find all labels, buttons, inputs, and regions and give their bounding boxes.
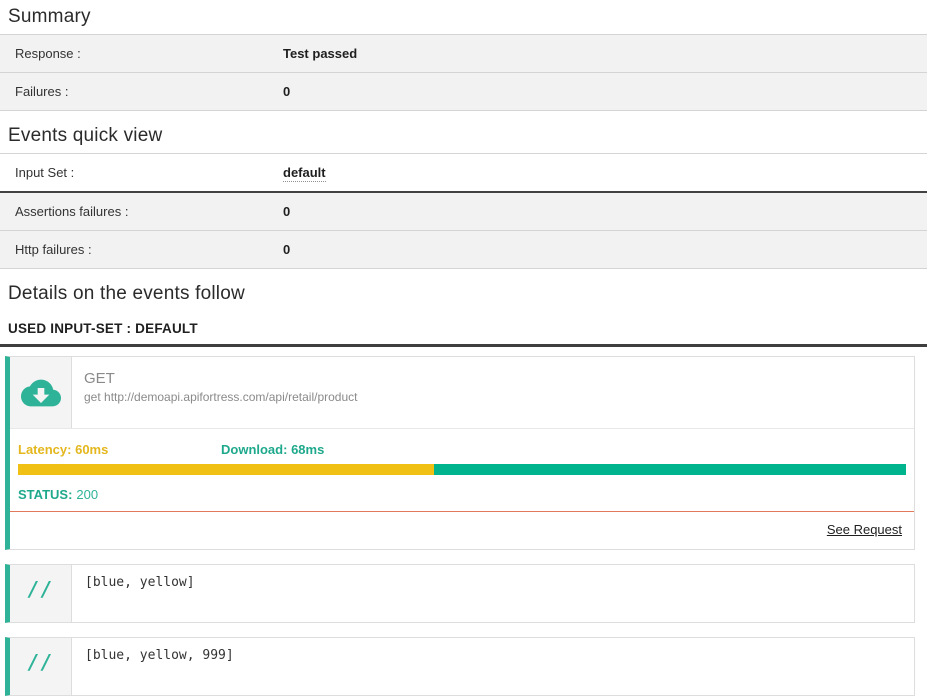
http-failures-label: Http failures : [15, 242, 92, 257]
status-line: STATUS: 200 [18, 487, 906, 502]
request-icon-cell [10, 357, 72, 428]
comment-icon-cell: // [10, 565, 72, 622]
download-label: Download: 68ms [221, 442, 325, 457]
status-value: 200 [76, 487, 99, 502]
assertions-failures-value: 0 [283, 204, 291, 219]
details-heading: Details on the events follow [8, 283, 245, 304]
latency-label: Latency: 60ms [18, 442, 109, 457]
latency-bar-fill [18, 464, 435, 475]
table-row: Http failures : 0 [0, 231, 927, 269]
comment-body: [blue, yellow] [72, 565, 914, 622]
request-info: GET get http://demoapi.apifortress.com/a… [72, 357, 357, 428]
response-value: Test passed [283, 46, 358, 61]
request-card-header: GET get http://demoapi.apifortress.com/a… [10, 357, 914, 429]
request-event-card: GET get http://demoapi.apifortress.com/a… [5, 356, 915, 550]
test-report-page: Summary Response : Test passed Failures … [0, 6, 927, 696]
comment-text: [blue, yellow] [85, 575, 195, 590]
input-set-row: Input Set : default [0, 154, 927, 193]
slashes-comment-icon: // [27, 650, 54, 674]
see-request-row: See Request [10, 511, 914, 549]
events-quick-view-heading: Events quick view [8, 125, 163, 146]
metric-labels: Latency: 60ms Download: 68ms [18, 442, 906, 457]
status-label: STATUS: [18, 487, 73, 502]
cloud-download-icon [20, 376, 61, 410]
request-metrics: Latency: 60ms Download: 68ms STATUS: 200 [10, 429, 914, 502]
table-row: Assertions failures : 0 [0, 193, 927, 231]
response-label: Response : [15, 46, 81, 61]
summary-heading: Summary [8, 6, 91, 27]
latency-value: 60ms [75, 442, 109, 457]
table-row: Failures : 0 [0, 73, 927, 111]
input-set-cell: default [283, 154, 326, 191]
request-method: GET [84, 370, 115, 387]
events-quick-view-table: Input Set : default Assertions failures … [0, 153, 927, 269]
download-value: 68ms [291, 442, 325, 457]
failures-value: 0 [283, 84, 291, 99]
comment-body: [blue, yellow, 999] [72, 638, 914, 695]
used-input-set-label: USED INPUT-SET : DEFAULT [8, 321, 198, 336]
download-bar-fill [434, 464, 906, 475]
request-url: get http://demoapi.apifortress.com/api/r… [84, 390, 358, 404]
section-divider [0, 344, 927, 347]
summary-table: Response : Test passed Failures : 0 [0, 34, 927, 111]
input-set-link[interactable]: default [283, 165, 326, 182]
http-failures-value: 0 [283, 242, 291, 257]
comment-icon-cell: // [10, 638, 72, 695]
slashes-comment-icon: // [27, 577, 54, 601]
assertions-failures-label: Assertions failures : [15, 204, 129, 219]
input-set-label: Input Set : [15, 165, 75, 180]
comment-event-card: // [blue, yellow, 999] [5, 637, 915, 696]
comment-text: [blue, yellow, 999] [85, 648, 234, 663]
comment-event-card: // [blue, yellow] [5, 564, 915, 623]
latency-download-bar [18, 464, 906, 475]
table-row: Response : Test passed [0, 35, 927, 73]
see-request-link[interactable]: See Request [826, 522, 902, 537]
failures-label: Failures : [15, 84, 69, 99]
